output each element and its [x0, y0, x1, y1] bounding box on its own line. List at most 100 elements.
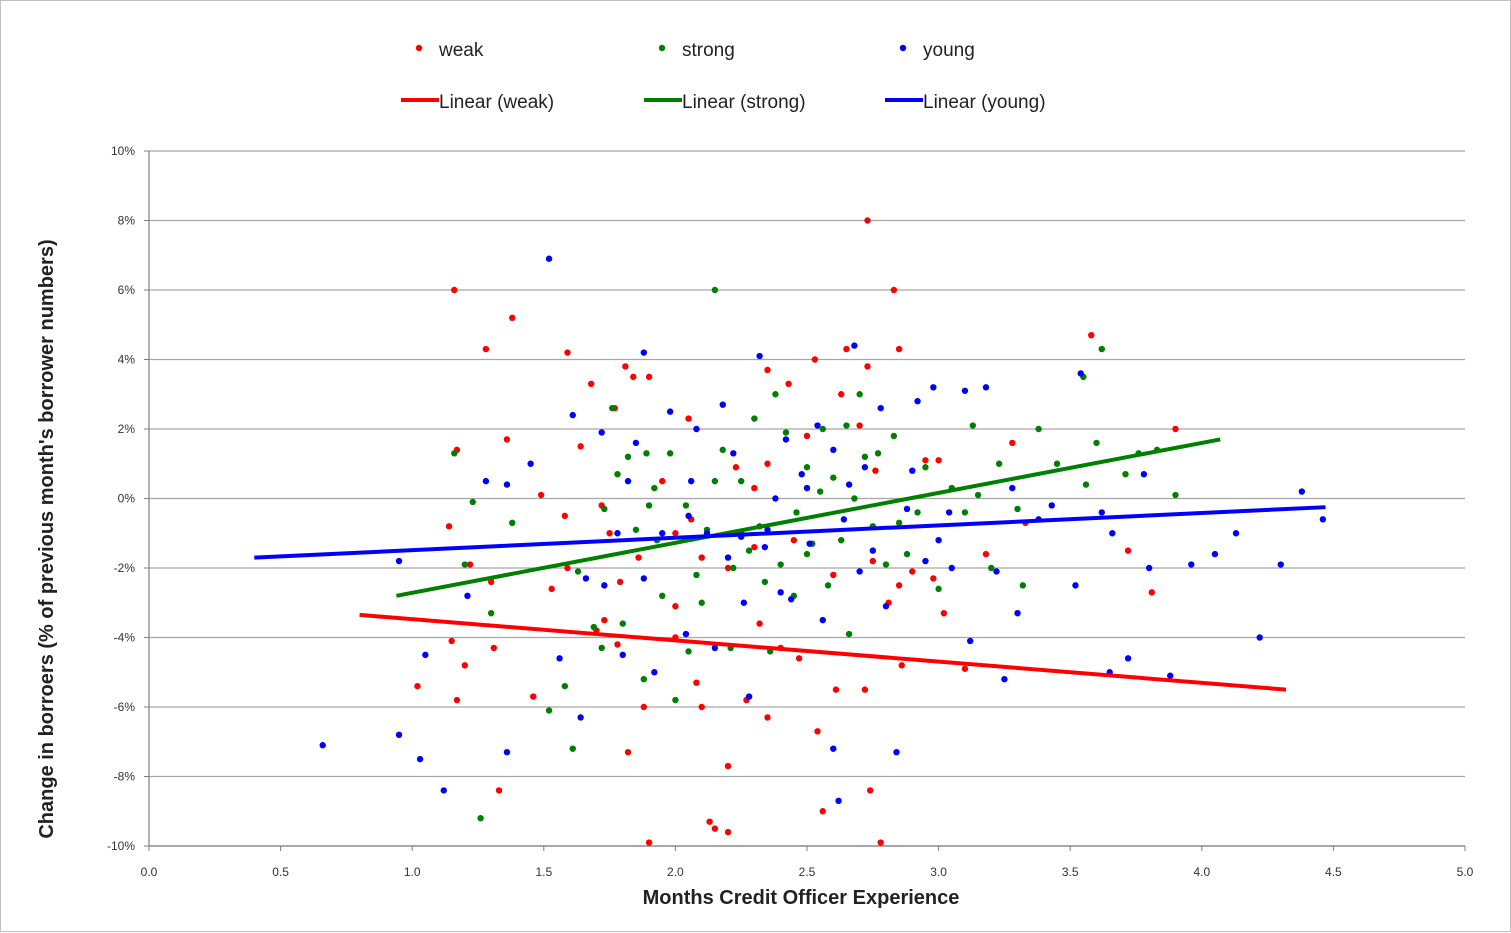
- scatter-point-weak: [811, 356, 819, 363]
- scatter-point-young: [666, 408, 674, 415]
- scatter-point-young: [719, 401, 726, 408]
- scatter-point-weak: [622, 363, 629, 370]
- scatter-point-weak: [698, 703, 705, 711]
- scatter-point-young: [1098, 509, 1105, 516]
- scatter-point-strong: [861, 453, 869, 460]
- scatter-point-weak: [561, 512, 569, 520]
- scatter-point-weak: [414, 682, 421, 690]
- scatter-point-strong: [569, 745, 576, 752]
- legend-label: strong: [682, 40, 735, 61]
- scatter-point-weak: [838, 391, 845, 398]
- scatter-point-strong: [645, 502, 653, 509]
- scatter-point-weak: [645, 839, 653, 846]
- trendline-linear-weak: [359, 612, 1287, 692]
- scatter-point-strong: [856, 391, 863, 398]
- scatter-point-weak: [895, 582, 903, 589]
- scatter-point-strong: [845, 630, 853, 638]
- x-tick-label: 1.0: [404, 865, 421, 879]
- scatter-point-strong: [698, 599, 705, 606]
- scatter-point-strong: [1098, 345, 1105, 353]
- scatter-point-weak: [693, 679, 700, 686]
- scatter-point-young: [1319, 516, 1327, 523]
- legend-label: Linear (strong): [682, 92, 806, 113]
- scatter-point-young: [819, 616, 826, 624]
- scatter-point-young: [577, 714, 584, 721]
- scatter-point-young: [395, 731, 403, 738]
- scatter-point-weak: [819, 808, 826, 815]
- scatter-point-young: [1140, 470, 1148, 478]
- scatter-point-weak: [503, 436, 511, 443]
- scatter-point-weak: [922, 457, 929, 464]
- scatter-point-strong: [614, 470, 621, 478]
- scatter-point-young: [798, 470, 805, 478]
- x-tick-label: 2.0: [667, 865, 684, 879]
- scatter-point-weak: [785, 380, 792, 388]
- scatter-point-strong: [903, 550, 911, 558]
- scatter-point-young: [1298, 488, 1306, 495]
- y-tick-label: 2%: [118, 422, 136, 436]
- scatter-point-young: [806, 540, 813, 547]
- scatter-point-young: [601, 582, 608, 589]
- scatter-point-young: [1145, 564, 1153, 572]
- scatter-point-weak: [724, 564, 732, 572]
- scatter-point-young: [556, 655, 563, 662]
- scatter-point-young: [777, 589, 784, 596]
- scatter-point-weak: [587, 380, 595, 388]
- scatter-point-strong: [738, 477, 745, 485]
- scatter-point-young: [948, 564, 955, 572]
- scatter-point-strong: [477, 815, 484, 822]
- scatter-point-young: [422, 651, 429, 659]
- scatter-point-weak: [448, 637, 455, 645]
- y-axis-title: Change in borroers (% of previous month'…: [36, 239, 58, 838]
- scatter-point-weak: [564, 564, 571, 572]
- scatter-point-strong: [561, 682, 569, 690]
- scatter-point-strong: [509, 519, 516, 527]
- scatter-point-strong: [487, 609, 495, 617]
- scatter-point-strong: [461, 561, 469, 568]
- scatter-point-strong: [469, 498, 476, 506]
- scatter-point-weak: [1088, 331, 1095, 339]
- scatter-point-young: [482, 477, 490, 485]
- scatter-point-young: [966, 637, 974, 645]
- scatter-point-weak: [466, 561, 474, 568]
- scatter-point-strong: [672, 696, 679, 704]
- scatter-point-weak: [909, 568, 916, 575]
- scatter-point-strong: [895, 519, 903, 527]
- scatter-point-young: [893, 748, 900, 756]
- scatter-point-strong: [601, 505, 608, 513]
- legend-label: weak: [438, 40, 484, 61]
- scatter-point-weak: [751, 543, 758, 551]
- scatter-point-young: [1188, 561, 1195, 568]
- scatter-point-young: [1232, 530, 1240, 537]
- scatter-point-young: [693, 425, 700, 433]
- scatter-point-young: [395, 557, 403, 565]
- scatter-point-strong: [882, 561, 890, 568]
- scatter-point-young: [845, 481, 853, 488]
- scatter-point-weak: [698, 554, 705, 561]
- scatter-point-strong: [693, 571, 700, 579]
- scatter-point-young: [614, 530, 621, 537]
- scatter-point-weak: [564, 349, 571, 356]
- scatter-point-strong: [711, 286, 719, 294]
- scatter-point-young: [582, 575, 590, 582]
- legend-marker: [899, 44, 907, 52]
- scatter-point-young: [319, 742, 326, 749]
- scatter-point-weak: [1009, 439, 1016, 447]
- scatter-point-strong: [803, 464, 811, 471]
- scatter-point-weak: [790, 537, 798, 544]
- legend: weak strong young Linear (weak) Linear (stro…: [401, 40, 1046, 113]
- scatter-point-strong: [745, 547, 753, 554]
- legend-label: Linear (young): [923, 92, 1046, 113]
- scatter-point-young: [503, 481, 511, 488]
- scatter-point-weak: [577, 443, 584, 450]
- scatter-point-weak: [606, 530, 613, 537]
- scatter-point-strong: [682, 502, 690, 509]
- x-tick-label: 3.0: [930, 865, 947, 879]
- scatter-point-young: [856, 568, 863, 575]
- scatter-point-young: [569, 411, 576, 419]
- scatter-point-weak: [482, 345, 490, 353]
- x-axis-title: Months Credit Officer Experience: [643, 887, 960, 909]
- scatter-point-weak: [872, 467, 879, 474]
